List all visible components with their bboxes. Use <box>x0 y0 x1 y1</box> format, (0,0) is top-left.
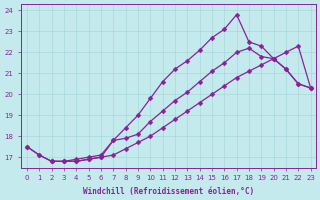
X-axis label: Windchill (Refroidissement éolien,°C): Windchill (Refroidissement éolien,°C) <box>83 187 254 196</box>
